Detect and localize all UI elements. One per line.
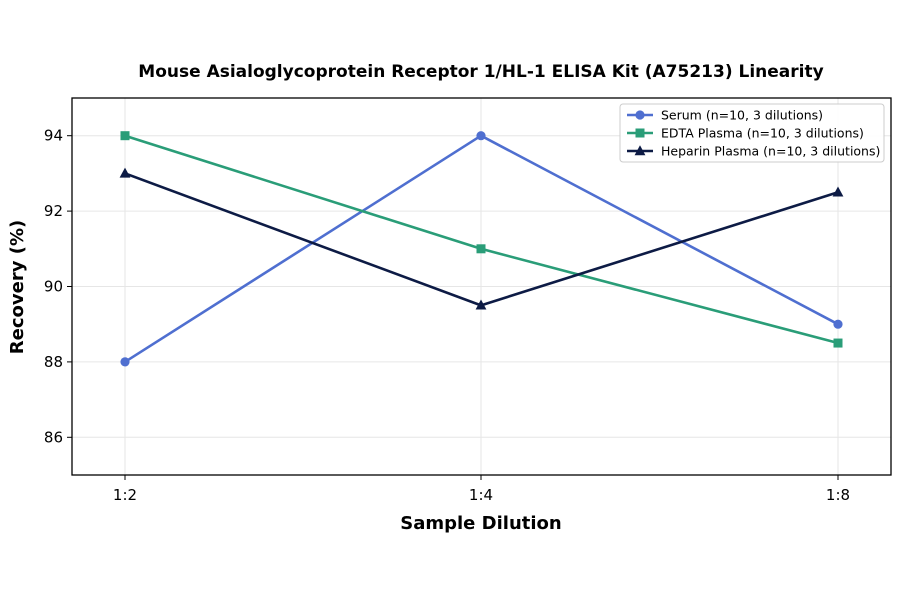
y-tick-label: 90 bbox=[44, 278, 63, 296]
y-tick-label: 88 bbox=[44, 353, 63, 371]
data-point bbox=[833, 338, 843, 348]
legend-item: Serum (n=10, 3 dilutions) bbox=[627, 108, 823, 123]
series-layer bbox=[119, 131, 844, 367]
y-tick-label: 92 bbox=[44, 202, 63, 220]
legend-marker bbox=[635, 110, 645, 120]
data-point bbox=[475, 299, 487, 310]
chart-title: Mouse Asialoglycoprotein Receptor 1/HL-1… bbox=[138, 62, 823, 82]
x-tick-label: 1:4 bbox=[469, 486, 493, 504]
legend-marker bbox=[635, 128, 645, 138]
x-tick-label: 1:2 bbox=[113, 486, 137, 504]
data-point bbox=[832, 186, 844, 197]
series-edta-plasma bbox=[120, 131, 843, 348]
y-axis-ticks: 86 88 90 92 94 bbox=[44, 127, 72, 446]
y-tick-label: 94 bbox=[44, 127, 63, 145]
legend-label: EDTA Plasma (n=10, 3 dilutions) bbox=[661, 126, 864, 141]
legend-item: EDTA Plasma (n=10, 3 dilutions) bbox=[627, 126, 864, 141]
x-tick-label: 1:8 bbox=[826, 486, 850, 504]
y-axis-label: Recovery (%) bbox=[7, 220, 28, 354]
data-point bbox=[120, 357, 130, 367]
data-point bbox=[120, 131, 130, 141]
legend-marker bbox=[634, 145, 646, 156]
data-point bbox=[476, 244, 486, 254]
legend-box bbox=[619, 103, 885, 163]
legend: Serum (n=10, 3 dilutions) EDTA Plasma (n=… bbox=[619, 103, 885, 163]
data-point bbox=[119, 167, 131, 178]
series-heparin-plasma bbox=[119, 167, 844, 310]
data-point bbox=[833, 319, 843, 329]
x-axis-label: Sample Dilution bbox=[400, 513, 561, 534]
y-tick-label: 86 bbox=[44, 428, 63, 446]
data-point bbox=[476, 131, 486, 141]
legend-label: Heparin Plasma (n=10, 3 dilutions) bbox=[661, 144, 880, 159]
legend-item: Heparin Plasma (n=10, 3 dilutions) bbox=[627, 144, 880, 159]
legend-label: Serum (n=10, 3 dilutions) bbox=[661, 108, 823, 123]
series-serum bbox=[120, 131, 843, 367]
x-axis-ticks: 1:2 1:4 1:8 bbox=[113, 475, 850, 504]
